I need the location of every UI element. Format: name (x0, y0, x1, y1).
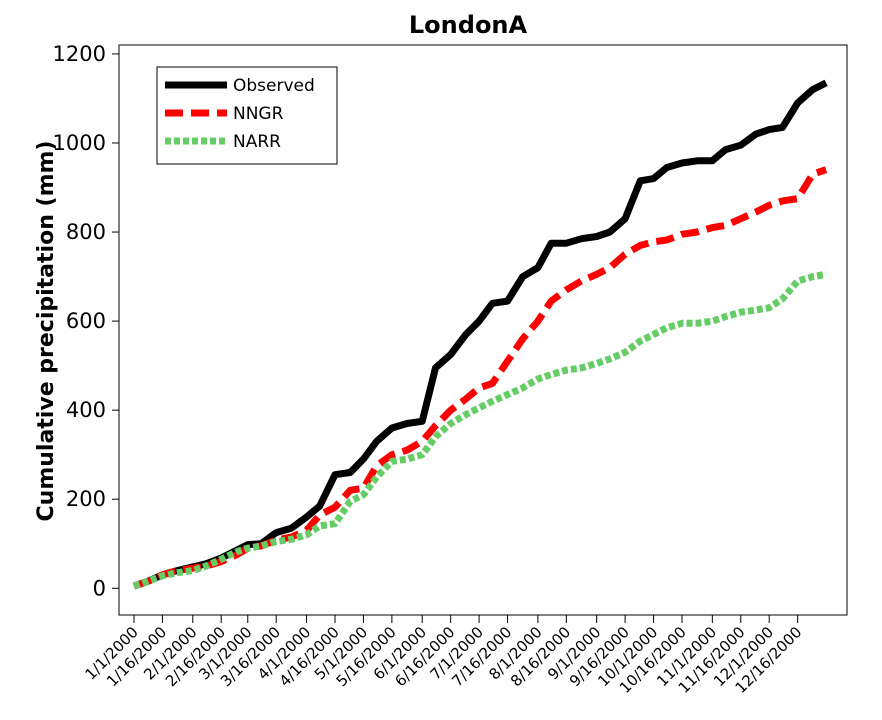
y-tick-label: 1000 (53, 131, 106, 155)
legend-label-nngr: NNGR (233, 104, 284, 124)
legend-label-observed: Observed (233, 76, 315, 96)
x-axis: 1/1/20001/16/20002/1/20002/16/20003/1/20… (81, 615, 805, 697)
plot-frame (118, 44, 848, 616)
y-tick-label: 600 (66, 309, 106, 333)
chart-title: LondonA (409, 11, 528, 39)
y-tick-label: 400 (66, 398, 106, 422)
y-axis: 0 200 400 600 800 1000 1200 (53, 42, 119, 600)
series-line-nngr (132, 166, 828, 590)
legend-label-narr: NARR (233, 132, 281, 152)
series-line-narr (132, 270, 827, 590)
y-axis-label: Cumulative precipitation (mm) (34, 141, 59, 522)
legend: Observed NNGR NARR (156, 66, 338, 165)
y-tick-label: 1200 (53, 42, 106, 66)
y-tick-label: 0 (93, 576, 106, 600)
series-line-observed (132, 79, 828, 590)
y-tick-label: 800 (66, 220, 106, 244)
series-layer (132, 79, 828, 590)
y-tick-label: 200 (66, 487, 106, 511)
